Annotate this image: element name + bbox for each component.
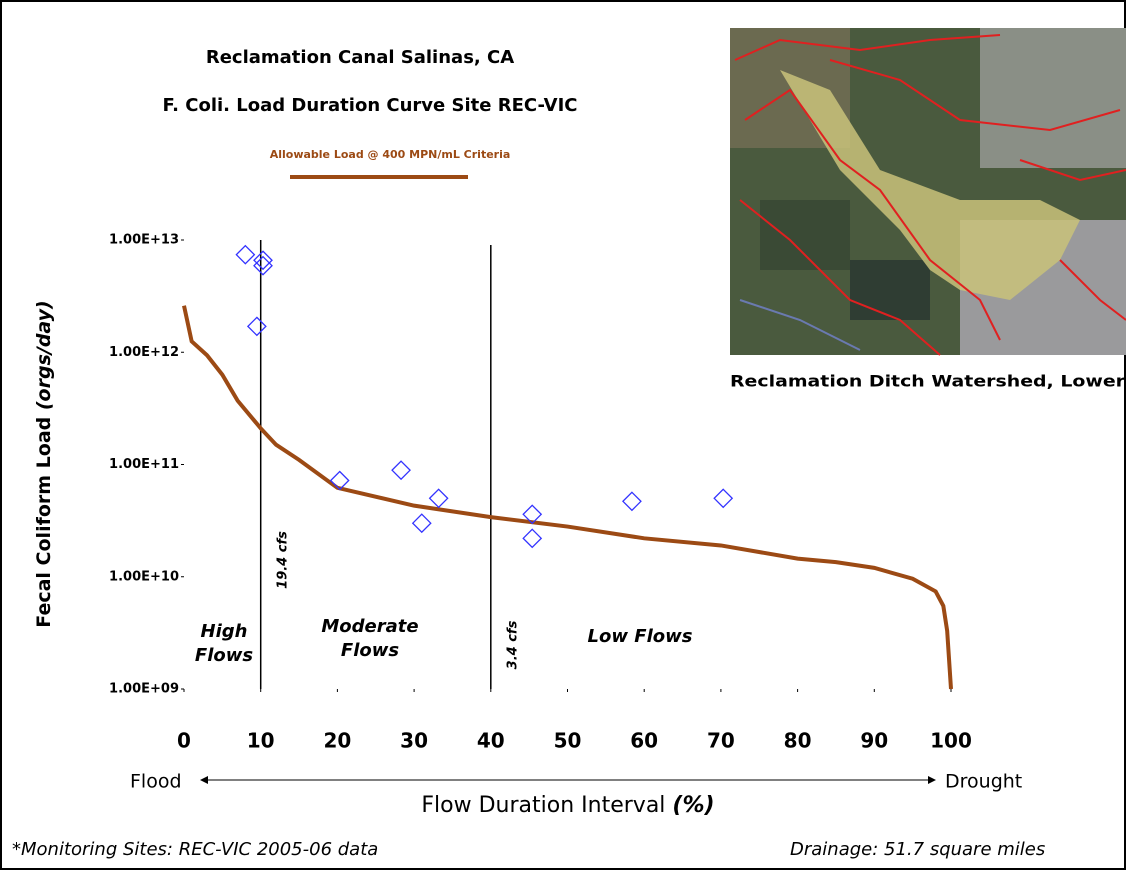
chart-subtitle: F. Coli. Load Duration Curve Site REC-VI… (162, 95, 577, 116)
x-tick-label: 80 (784, 729, 812, 753)
y-tick-label: 1.00E+09 (109, 682, 179, 697)
x-tick-label: 0 (177, 729, 191, 753)
sample-point (253, 250, 273, 271)
footnote: *Monitoring Sites: REC-VIC 2005-06 data (12, 839, 378, 860)
arrow-head (928, 776, 936, 784)
sample-point (235, 244, 256, 265)
sample-point (622, 491, 642, 512)
x-tick-label: 50 (554, 729, 582, 753)
sample-point (246, 316, 267, 337)
footnote: Drainage: 51.7 square miles (790, 839, 1045, 860)
arrow-head (200, 776, 208, 784)
y-axis-label: Fecal Coliform Load (orgs/day) (33, 300, 55, 628)
sample-point (713, 488, 734, 509)
y-tick-label: 1.00E+12 (109, 345, 179, 360)
x-tick-label: 30 (400, 729, 428, 753)
x-direction-left: Flood (130, 771, 182, 793)
x-tick-label: 90 (860, 729, 888, 753)
sample-point (253, 255, 273, 276)
y-tick-label: 1.00E+11 (109, 457, 179, 472)
map-caption: Reclamation Ditch Watershed, Lower (730, 372, 1125, 391)
legend-label: Allowable Load @ 400 MPN/mL Criteria (270, 148, 511, 161)
sample-point (522, 504, 543, 525)
x-tick-label: 60 (630, 729, 658, 753)
x-tick-label: 100 (930, 729, 972, 753)
region-label: High (201, 621, 248, 642)
x-tick-label: 70 (707, 729, 735, 753)
sample-point (428, 488, 449, 509)
x-direction-right: Drought (945, 771, 1022, 793)
sample-point (329, 470, 350, 491)
chart-title: Reclamation Canal Salinas, CA (206, 47, 514, 68)
map-image (730, 28, 1126, 356)
region-label: Flows (195, 645, 253, 666)
sample-point (522, 528, 543, 549)
region-label: Flows (341, 640, 399, 661)
region-label: Moderate (321, 616, 418, 637)
sample-point (391, 460, 411, 481)
x-tick-label: 10 (247, 729, 275, 753)
reference-label: 3.4 cfs (506, 620, 521, 669)
x-tick-label: 20 (323, 729, 351, 753)
reference-label: 19.4 cfs (276, 531, 291, 589)
sample-point (411, 513, 432, 534)
y-tick-label: 1.00E+13 (109, 233, 179, 248)
region-label: Low Flows (588, 626, 693, 647)
load-curve (182, 305, 953, 690)
x-tick-label: 40 (477, 729, 505, 753)
x-axis-label: Flow Duration Interval (%) (421, 793, 714, 818)
y-tick-label: 1.00E+10 (109, 569, 179, 584)
